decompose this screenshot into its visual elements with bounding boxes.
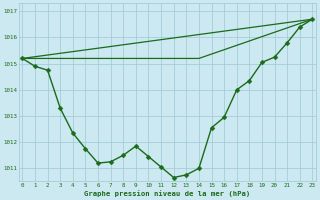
X-axis label: Graphe pression niveau de la mer (hPa): Graphe pression niveau de la mer (hPa) [84, 190, 251, 197]
